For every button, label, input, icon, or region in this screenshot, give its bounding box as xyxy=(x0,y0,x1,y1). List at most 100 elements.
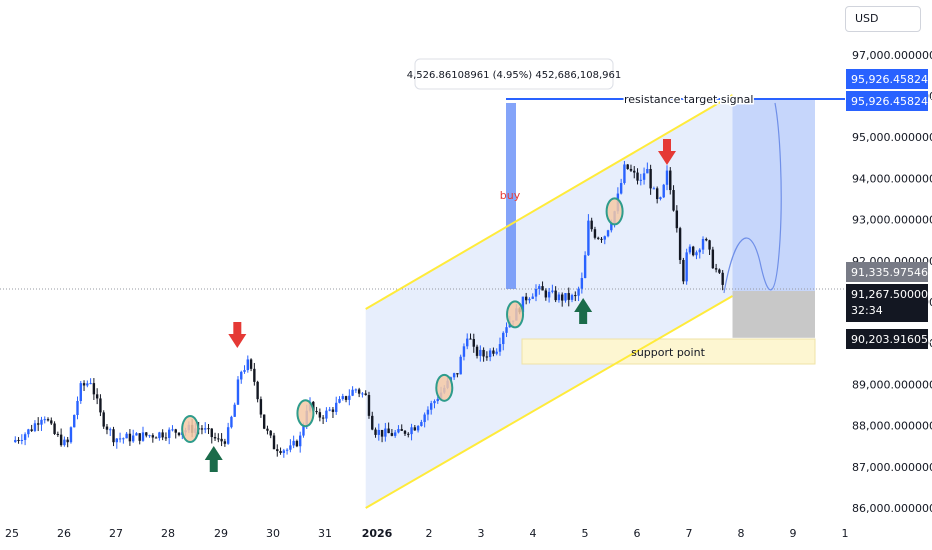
candle-body xyxy=(669,170,672,191)
candle-body xyxy=(40,419,43,425)
candle-body xyxy=(387,428,390,434)
candle-body xyxy=(27,429,30,435)
candle-body xyxy=(279,451,282,453)
candle-body xyxy=(606,230,610,237)
candle-body xyxy=(626,164,629,169)
candle-body xyxy=(619,183,623,194)
candle-body xyxy=(315,410,318,413)
channel-upper-line xyxy=(365,94,734,310)
x-axis-date-label: 27 xyxy=(109,527,123,540)
candle-body xyxy=(452,373,456,378)
candle-body xyxy=(295,440,299,447)
candle-body xyxy=(551,290,554,292)
candle-body xyxy=(574,295,577,297)
candle-body xyxy=(266,428,269,431)
candle-body xyxy=(17,439,20,441)
candle-body xyxy=(564,293,567,301)
candle-body xyxy=(63,439,66,446)
candle-body xyxy=(557,294,561,301)
candle-body xyxy=(475,346,479,356)
candle-body xyxy=(534,288,538,297)
target-price-badge-2: 95,926.45824479 xyxy=(846,91,932,111)
y-axis-tick-label: 88,000.00000000 xyxy=(852,420,932,433)
current-price-badge-text: 32:34 xyxy=(851,304,883,317)
candle-body xyxy=(177,432,181,436)
candle-body xyxy=(151,435,155,438)
target-price-badge: 95,926.45824479 xyxy=(846,69,932,89)
candle-body xyxy=(531,296,534,299)
signal-circle-icon xyxy=(605,197,624,226)
candle-body xyxy=(131,435,135,442)
candle-body xyxy=(69,427,73,443)
level-price-badge-bg xyxy=(846,262,928,282)
candle-body xyxy=(505,327,508,333)
candle-body xyxy=(371,415,374,430)
candle-body xyxy=(105,426,109,430)
candle-body xyxy=(420,422,423,426)
level-price-badge-text: 91,335.97546160 xyxy=(851,266,932,279)
buy-signal-arrow-icon xyxy=(574,298,593,324)
candle-body xyxy=(590,220,593,230)
candle-body xyxy=(66,439,69,443)
candle-body xyxy=(325,410,328,419)
candle-body xyxy=(344,396,348,400)
candle-body xyxy=(685,252,688,282)
x-axis-date-label: 2026 xyxy=(362,527,393,540)
candle-body xyxy=(655,188,659,200)
resistance-label: resistance target signal xyxy=(624,93,753,106)
candle-body xyxy=(659,197,662,200)
buy-signal-arrow-icon xyxy=(204,446,223,472)
x-axis-date-label: 25 xyxy=(5,527,19,540)
candle-body xyxy=(367,395,371,416)
candle-body xyxy=(374,429,377,435)
candle-body xyxy=(665,170,669,185)
y-axis-tick-label: 86,000.00000000 xyxy=(852,502,932,515)
candle-body xyxy=(567,293,570,300)
candle-body xyxy=(583,255,587,279)
candle-body xyxy=(623,164,626,184)
candle-body xyxy=(59,434,63,446)
currency-selector-button[interactable]: USD xyxy=(845,6,921,32)
candle-body xyxy=(433,401,436,404)
candle-body xyxy=(204,428,207,430)
candle-body xyxy=(479,349,482,356)
candle-body xyxy=(410,427,413,435)
candle-body xyxy=(718,269,721,273)
candle-body xyxy=(721,272,724,285)
candle-body xyxy=(711,249,715,269)
target-zone-box xyxy=(732,99,815,291)
candle-body xyxy=(705,238,708,241)
candle-body xyxy=(240,371,243,380)
candle-body xyxy=(122,438,125,440)
candle-body xyxy=(282,450,286,453)
candle-body xyxy=(714,268,718,270)
target-price-badge-2-bg xyxy=(846,91,928,111)
candle-body xyxy=(400,429,403,431)
candle-body xyxy=(341,396,344,400)
candle-body xyxy=(285,449,289,451)
candle-body xyxy=(354,389,358,391)
y-axis-tick-label: 87,000.00000000 xyxy=(852,461,932,474)
currency-label: USD xyxy=(855,12,879,25)
candle-body xyxy=(646,168,649,174)
candle-body xyxy=(243,370,246,372)
x-axis-date-label: 1 xyxy=(842,527,849,540)
stop-zone-box xyxy=(732,290,815,338)
candle-body xyxy=(688,246,692,253)
y-axis-tick-label: 89,000.00000000 xyxy=(852,378,932,391)
candle-body xyxy=(256,381,259,400)
candle-body xyxy=(498,344,502,352)
candle-body xyxy=(554,290,557,301)
signal-circle-icon xyxy=(435,373,454,402)
candle-body xyxy=(95,394,99,399)
candle-body xyxy=(698,249,701,253)
candle-body xyxy=(642,173,646,180)
candle-body xyxy=(210,428,213,438)
candle-body xyxy=(148,435,151,437)
candle-body xyxy=(233,404,236,417)
candle-body xyxy=(141,432,145,441)
candle-body xyxy=(456,373,459,375)
candle-body xyxy=(168,429,171,438)
candle-body xyxy=(33,423,37,431)
